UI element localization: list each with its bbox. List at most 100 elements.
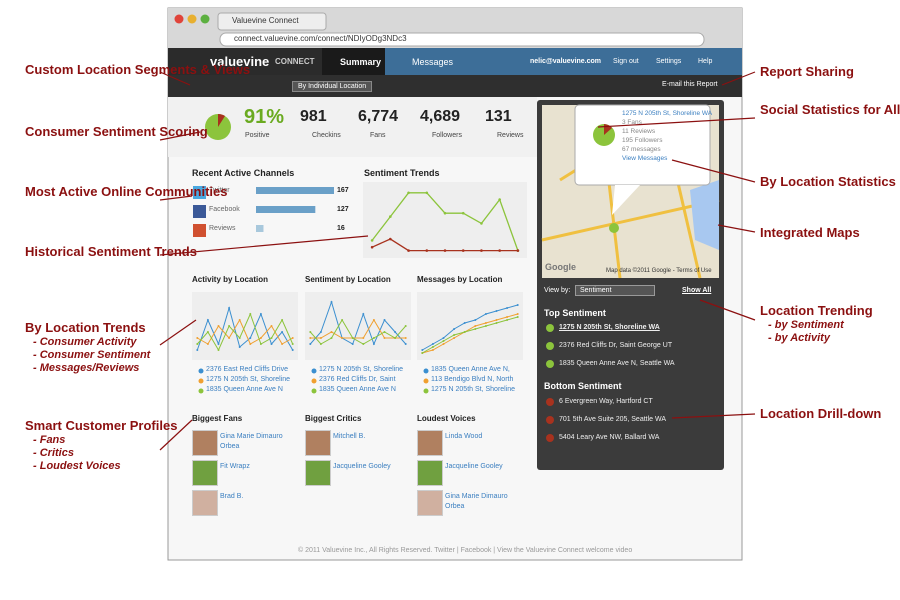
annotation-title: By Location Trends — [25, 320, 146, 335]
nav-tab[interactable]: Summary — [340, 57, 382, 67]
point — [421, 352, 424, 354]
point — [443, 211, 447, 215]
annotation: Location Trending - by Sentiment - by Acti… — [760, 303, 900, 345]
point — [495, 322, 498, 324]
point — [495, 310, 498, 312]
profile-title: Loudest Voices — [417, 414, 476, 423]
profile-name[interactable]: Brad B. — [220, 493, 244, 500]
point — [484, 313, 487, 315]
location-item[interactable]: 5404 Leary Ave NW, Ballard WA — [559, 434, 660, 441]
annotation-title: Custom Location Segments & Views — [25, 62, 251, 77]
point — [516, 316, 519, 318]
email-report[interactable]: E-mail this Report — [662, 81, 718, 88]
legend-dot — [311, 368, 317, 374]
annotation: Custom Location Segments & Views — [25, 62, 251, 78]
legend-marker — [423, 368, 429, 374]
point — [431, 349, 434, 351]
profile-name[interactable]: Gina Marie Dimauro Orbea — [220, 433, 283, 450]
point — [341, 319, 344, 321]
legend-marker — [311, 368, 317, 374]
point — [270, 337, 273, 339]
annotation: Most Active Online Communities — [25, 184, 228, 200]
point — [281, 343, 284, 345]
sentiment-label: Positive — [245, 132, 270, 139]
point — [238, 337, 241, 339]
channel-name: Reviews — [209, 225, 236, 232]
legend-marker — [311, 378, 317, 384]
popup-line: 195 Followers — [622, 137, 663, 144]
legend-marker — [198, 368, 204, 374]
profile-name[interactable]: Jacqueline Gooley — [445, 463, 503, 470]
location-item[interactable]: 701 5th Ave Suite 205, Seattle WA — [559, 416, 667, 423]
line-chart — [421, 304, 519, 354]
chart-title: Activity by Location — [192, 275, 269, 284]
line-chart — [196, 306, 294, 352]
profile-name[interactable]: Gina Marie Dimauro Orbea — [445, 493, 508, 510]
legend-marker — [198, 378, 204, 384]
segment-select[interactable]: By Individual Location — [292, 81, 373, 92]
point — [330, 337, 333, 339]
point — [506, 319, 509, 321]
brand: valuevine — [210, 54, 270, 69]
location-item[interactable]: 2376 Red Cliffs Dr, Saint George UT — [559, 342, 673, 349]
point — [407, 191, 410, 195]
location-item[interactable]: 1275 N 205th St, Shoreline WA — [559, 324, 660, 331]
legend-entry: 1275 N 205th St, Shoreline — [431, 386, 516, 393]
nav-link[interactable]: Sign out — [613, 58, 639, 65]
annotation: Integrated Maps — [760, 225, 900, 241]
stat-value: 131 — [485, 108, 512, 125]
point — [370, 245, 374, 249]
stat-label: Reviews — [497, 132, 524, 139]
series-line — [422, 304, 518, 351]
point — [206, 319, 209, 321]
legend-dot — [311, 378, 317, 384]
popup-line: 1275 N 205th St, Shoreline WA — [622, 110, 713, 117]
profile-name[interactable]: Linda Wood — [445, 433, 483, 440]
point — [249, 313, 252, 315]
avatar — [192, 460, 218, 486]
point — [206, 331, 209, 333]
series-line — [371, 238, 518, 252]
profile-title: Biggest Critics — [305, 414, 362, 423]
profile-name[interactable]: Fit Wrapz — [220, 463, 250, 470]
annotation: By Location Statistics — [760, 174, 900, 190]
legend-marker — [198, 388, 204, 394]
stat-label: Checkins — [312, 132, 341, 139]
point — [217, 325, 220, 327]
nav-link[interactable]: Settings — [656, 58, 682, 65]
nav-link[interactable]: Help — [698, 58, 713, 65]
legend-marker — [311, 388, 317, 394]
nav-tab[interactable]: Messages — [412, 57, 454, 67]
stat-value: 6,774 — [358, 108, 399, 125]
point — [291, 337, 294, 339]
channel-name: Twitter — [209, 187, 230, 194]
legend-dot — [423, 368, 429, 374]
show-all[interactable]: Show All — [682, 287, 712, 294]
point — [425, 191, 429, 195]
channel-bar — [256, 187, 334, 194]
annotation-sub: - Fans — [33, 434, 66, 446]
footer: © 2011 Valuevine Inc., All Rights Reserv… — [298, 547, 633, 554]
legend-dot — [198, 378, 204, 384]
point — [372, 319, 375, 321]
annotation-title: Location Drill-down — [760, 406, 882, 421]
location-item[interactable]: 1835 Queen Anne Ave N, Seattle WA — [559, 360, 675, 367]
view-by-select[interactable]: Sentiment — [575, 285, 655, 296]
annotation: Smart Customer Profiles - Fans - Critics - … — [25, 418, 177, 473]
point — [228, 337, 231, 339]
point — [474, 328, 477, 330]
popup-line[interactable]: View Messages — [622, 155, 668, 162]
point — [461, 249, 465, 252]
point — [463, 322, 466, 324]
line-chart — [309, 300, 407, 346]
profile-name[interactable]: Mitchell B. — [333, 433, 366, 440]
section-title: Sentiment Trends — [364, 168, 440, 178]
profile-name[interactable]: Jacqueline Gooley — [333, 463, 391, 470]
annotation-title: By Location Statistics — [760, 174, 896, 189]
chart-title: Messages by Location — [417, 275, 503, 284]
url-bar[interactable]: connect.valuevine.com/connect/NDIyODg3ND… — [234, 34, 407, 43]
channel-bar — [256, 206, 316, 213]
location-item[interactable]: 6 Evergreen Way, Hartford CT — [559, 398, 653, 405]
point — [249, 343, 252, 345]
